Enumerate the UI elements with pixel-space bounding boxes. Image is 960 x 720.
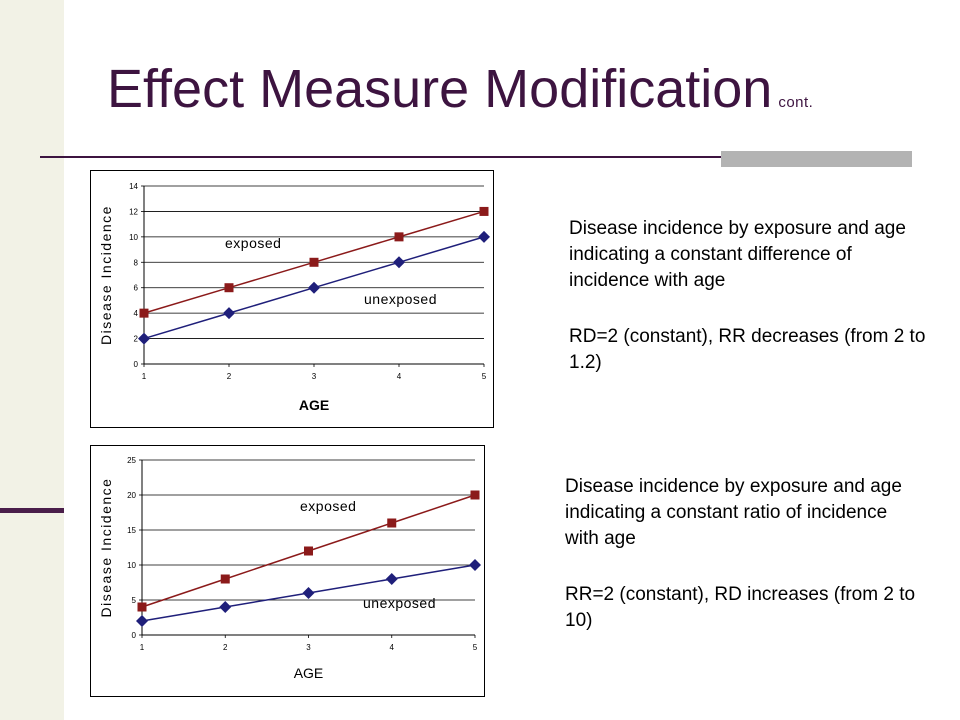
- slide-title: Effect Measure Modification cont.: [107, 62, 813, 116]
- title-rule: [40, 156, 912, 158]
- description-2-caption: Disease incidence by exposure and age in…: [565, 476, 902, 549]
- description-1-caption: Disease incidence by exposure and age in…: [569, 218, 906, 291]
- y-tick-label: 8: [134, 258, 139, 267]
- side-band-mark: [0, 508, 64, 513]
- side-band: [0, 0, 64, 720]
- x-tick-label: 2: [223, 643, 228, 652]
- y-tick-label: 14: [129, 182, 138, 191]
- x-tick-label: 3: [306, 643, 311, 652]
- y-tick-label: 6: [134, 284, 139, 293]
- series-unexposed-label: unexposed: [364, 291, 437, 307]
- x-tick-label: 2: [227, 372, 232, 381]
- y-tick-label: 0: [134, 360, 139, 369]
- description-1: Disease incidence by exposure and age in…: [569, 216, 929, 376]
- series-exposed-point: [220, 574, 230, 584]
- x-axis-title: AGE: [299, 397, 329, 413]
- series-unexposed-point: [223, 307, 235, 320]
- series-exposed-point: [309, 257, 319, 267]
- series-unexposed-point: [393, 256, 405, 269]
- title-rule-bar: [721, 151, 912, 167]
- series-exposed-point: [224, 283, 234, 293]
- series-exposed-point: [387, 518, 397, 528]
- y-axis-title: Disease Incidence: [98, 205, 114, 345]
- x-axis-title: AGE: [294, 665, 324, 681]
- y-tick-label: 4: [134, 309, 139, 318]
- slide-title-text: Effect Measure Modification: [107, 59, 773, 119]
- y-tick-label: 10: [127, 561, 136, 570]
- y-tick-label: 5: [132, 596, 137, 605]
- x-tick-label: 4: [390, 643, 395, 652]
- description-2-measures: RR=2 (constant), RD increases (from 2 to…: [565, 584, 916, 631]
- x-tick-label: 4: [397, 372, 402, 381]
- series-exposed-label: exposed: [225, 235, 281, 251]
- series-exposed-point: [139, 308, 149, 318]
- y-tick-label: 25: [127, 456, 136, 465]
- y-tick-label: 2: [134, 335, 139, 344]
- description-2: Disease incidence by exposure and age in…: [565, 474, 925, 634]
- series-unexposed-label: unexposed: [363, 595, 436, 611]
- y-tick-label: 10: [129, 233, 138, 242]
- x-tick-label: 1: [140, 643, 145, 652]
- y-tick-label: 0: [132, 631, 137, 640]
- chart-constant-ratio: 0 5 10 15 20 25 1 2 3 4 5 AGE Disease Incidence expos…: [90, 445, 485, 697]
- slide-title-suffix: cont.: [778, 94, 814, 111]
- series-unexposed-point: [219, 601, 232, 613]
- x-tick-label: 1: [142, 372, 147, 381]
- series-unexposed-point: [308, 281, 320, 294]
- series-unexposed-point: [469, 559, 481, 571]
- x-tick-label: 3: [312, 372, 317, 381]
- y-axis-title: Disease Incidence: [98, 478, 114, 618]
- series-unexposed-point: [385, 573, 398, 585]
- series-unexposed-point: [478, 230, 490, 243]
- series-unexposed-point: [136, 615, 148, 627]
- description-1-measures: RD=2 (constant), RR decreases (from 2 to…: [569, 326, 926, 373]
- y-tick-label: 20: [127, 491, 136, 500]
- series-unexposed-point: [302, 587, 315, 599]
- series-unexposed-point: [138, 332, 150, 345]
- series-exposed-point: [479, 206, 489, 216]
- x-tick-label: 5: [482, 372, 487, 381]
- y-tick-label: 15: [127, 526, 136, 535]
- x-tick-label: 5: [473, 643, 478, 652]
- y-tick-label: 12: [129, 207, 138, 216]
- chart-constant-difference: 0 2 4 6 8 10 12 14 1 2 3 4 5 AGE Disease Incidence expo…: [90, 170, 494, 428]
- chart-constant-ratio-svg: 0 5 10 15 20 25 1 2 3 4 5 AGE Disease Incidence expos…: [98, 456, 481, 681]
- series-exposed-point: [304, 546, 313, 556]
- series-exposed-point: [394, 232, 404, 242]
- series-exposed-point: [137, 602, 147, 612]
- series-exposed-label: exposed: [300, 498, 356, 514]
- series-exposed-point: [470, 490, 480, 500]
